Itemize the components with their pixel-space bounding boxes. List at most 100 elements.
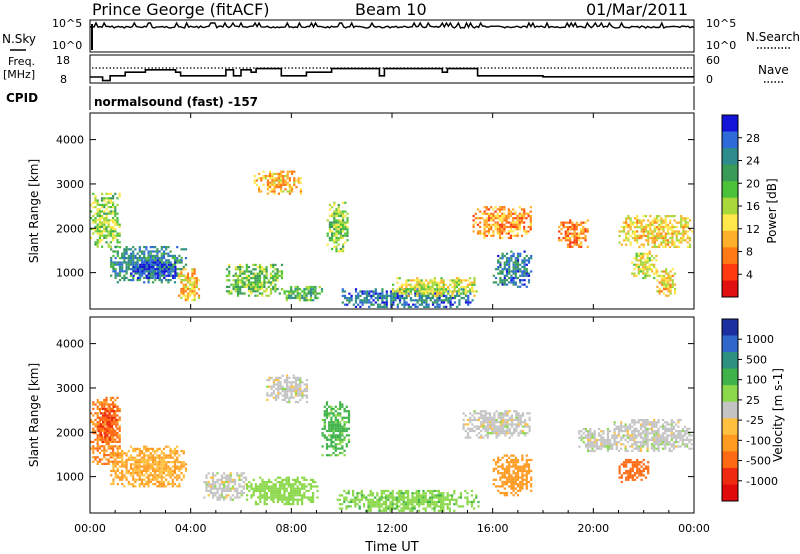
echo-cell <box>138 458 141 461</box>
echo-cell <box>587 432 590 435</box>
echo-cell <box>427 292 430 295</box>
echo-cell <box>214 485 217 488</box>
echo-cell <box>483 232 486 235</box>
echo-cell <box>258 279 262 282</box>
echo-cell <box>118 268 122 271</box>
echo-cell <box>409 297 413 300</box>
echo-cell <box>499 279 502 282</box>
echo-cell <box>497 254 500 258</box>
echo-cell <box>272 496 275 499</box>
echo-cell <box>569 245 572 248</box>
echo-cell <box>186 277 190 280</box>
echo-cell <box>145 458 148 461</box>
echo-cell <box>116 423 119 426</box>
echo-cell <box>271 190 274 193</box>
echo-cell <box>435 505 438 508</box>
echo-cell <box>438 303 441 306</box>
echo-cell <box>232 279 235 282</box>
echo-cell <box>525 478 528 481</box>
echo-cell <box>493 412 496 415</box>
echo-cell <box>622 230 626 233</box>
echo-cell <box>530 270 533 273</box>
echo-cell <box>269 274 273 277</box>
colorbar-tick-label: 20 <box>746 177 760 190</box>
echo-cell <box>114 208 117 211</box>
echo-cell <box>527 225 530 229</box>
echo-cell <box>207 481 210 484</box>
echo-cell <box>440 494 443 497</box>
echo-cell <box>303 492 306 495</box>
echo-cell <box>254 489 257 492</box>
echo-cell <box>112 228 115 231</box>
echo-cell <box>485 225 488 229</box>
echo-cell <box>514 463 517 466</box>
echo-cell <box>473 290 476 293</box>
echo-cell <box>118 410 121 413</box>
echo-cell <box>225 290 229 293</box>
echo-cell <box>307 483 310 486</box>
echo-cell <box>299 394 302 397</box>
echo-cell <box>344 214 347 218</box>
echo-cell <box>466 279 469 282</box>
echo-cell <box>125 478 128 481</box>
echo-cell <box>418 283 421 286</box>
echo-cell <box>165 270 168 273</box>
echo-cell <box>281 494 284 497</box>
echo-cell <box>648 250 651 253</box>
echo-cell <box>505 472 509 475</box>
echo-cell <box>143 452 146 455</box>
echo-cell <box>658 292 661 295</box>
echo-cell <box>259 485 262 488</box>
echo-cell <box>335 245 338 248</box>
echo-cell <box>332 423 335 426</box>
echo-cell <box>288 170 291 173</box>
echo-cell <box>473 498 476 501</box>
echo-cell <box>494 281 498 284</box>
echo-cell <box>339 223 342 226</box>
echo-cell <box>127 469 130 472</box>
echo-cell <box>110 483 113 486</box>
echo-cell <box>209 492 212 495</box>
echo-cell <box>505 483 509 486</box>
echo-cell <box>270 496 273 499</box>
echo-cell <box>101 192 104 195</box>
echo-cell <box>456 305 459 308</box>
echo-cell <box>396 294 399 297</box>
echo-cell <box>273 179 276 182</box>
echo-cell <box>345 445 348 448</box>
echo-cell <box>334 425 337 428</box>
echo-cell <box>348 292 351 295</box>
echo-cell <box>515 427 518 430</box>
echo-cell <box>254 290 257 293</box>
echo-cell <box>132 472 135 475</box>
echo-cell <box>330 416 333 419</box>
echo-cell <box>269 183 272 186</box>
echo-cell <box>485 223 488 226</box>
echo-cell <box>584 427 587 431</box>
echo-cell <box>287 292 291 295</box>
echo-cell <box>147 474 150 477</box>
echo-cell <box>314 296 317 300</box>
echo-cell <box>228 272 231 275</box>
echo-cell <box>658 245 661 248</box>
echo-cell <box>147 480 150 483</box>
echo-cell <box>241 277 244 280</box>
echo-cell <box>110 474 113 477</box>
echo-cell <box>396 492 399 495</box>
echo-cell <box>266 398 269 401</box>
echo-cell <box>247 270 251 273</box>
echo-cell <box>109 440 112 443</box>
echo-cell <box>330 429 333 433</box>
echo-cell <box>516 485 520 488</box>
echo-cell <box>479 210 482 213</box>
echo-cell <box>139 272 142 275</box>
echo-cell <box>510 259 513 262</box>
echo-cell <box>682 219 685 222</box>
echo-cell <box>655 215 659 218</box>
echo-cell <box>136 478 139 481</box>
echo-cell <box>193 299 196 302</box>
echo-cell <box>341 416 344 419</box>
echo-cell <box>309 478 312 481</box>
echo-cell <box>98 214 101 217</box>
echo-cell <box>231 498 234 501</box>
